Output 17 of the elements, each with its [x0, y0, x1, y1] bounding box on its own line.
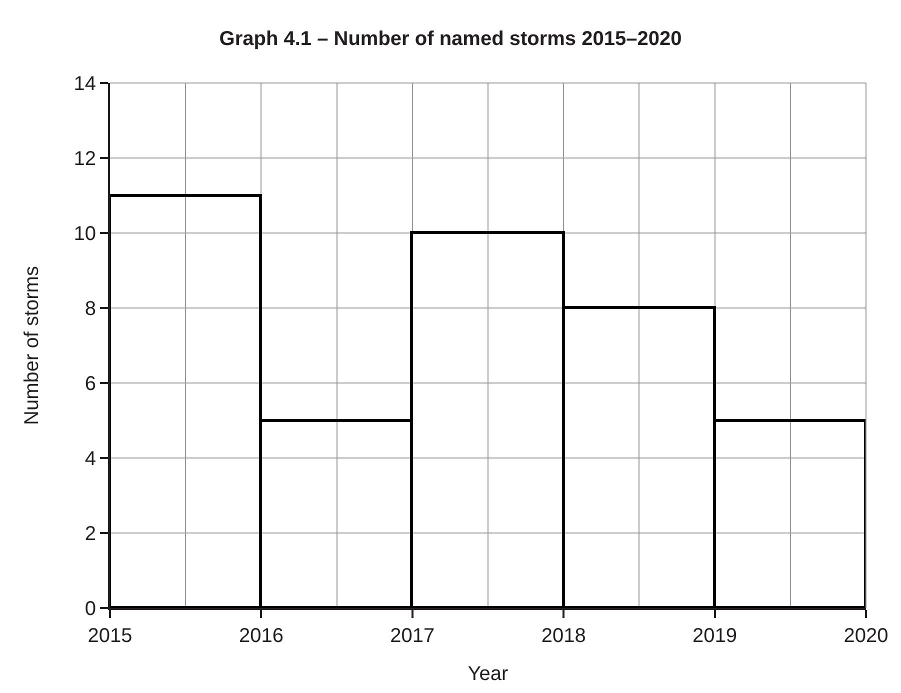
- y-tick-label: 8: [84, 298, 96, 320]
- x-axis-title: Year: [468, 663, 509, 685]
- x-tick-label: 2019: [692, 625, 738, 647]
- y-tick-label: 6: [84, 373, 96, 395]
- y-tick-label: 2: [84, 523, 96, 545]
- chart-title: Graph 4.1 – Number of named storms 2015–2020: [219, 28, 682, 50]
- y-tick-label: 14: [74, 73, 96, 95]
- x-tick-label: 2020: [844, 625, 888, 647]
- x-tick-label: 2017: [390, 625, 435, 647]
- y-tick-label: 0: [84, 598, 96, 620]
- y-axis-title: Number of storms: [20, 266, 43, 425]
- y-tick-label: 4: [84, 448, 96, 470]
- x-tick-label: 2016: [238, 625, 284, 647]
- x-tick-label: 2015: [88, 625, 132, 647]
- y-tick-label: 12: [74, 148, 96, 170]
- y-tick-label: 10: [74, 223, 96, 245]
- x-tick-label: 2018: [541, 625, 586, 647]
